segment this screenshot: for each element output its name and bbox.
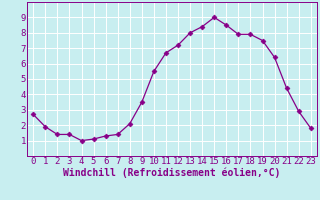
X-axis label: Windchill (Refroidissement éolien,°C): Windchill (Refroidissement éolien,°C) (63, 168, 281, 178)
